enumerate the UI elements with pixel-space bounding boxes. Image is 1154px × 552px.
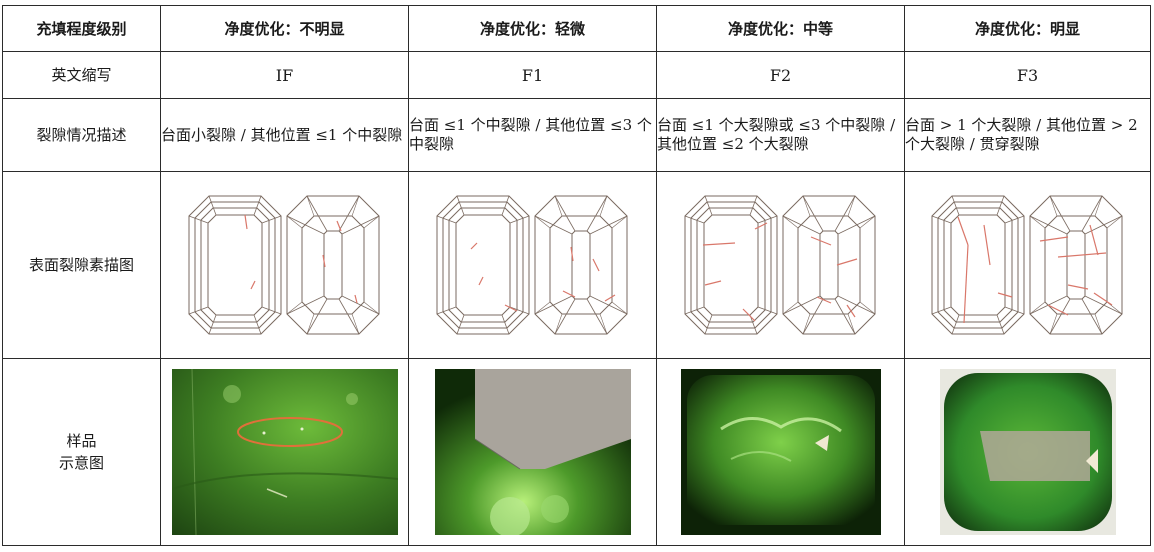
sketch-cell-f2 — [656, 171, 905, 359]
crack-line — [1093, 292, 1112, 306]
photo-cell-f1 — [408, 358, 657, 546]
sample-photo-if — [171, 369, 398, 535]
photo-cell-f3 — [904, 358, 1151, 546]
sample-label-line1: 样品 — [66, 432, 97, 450]
crown-outline — [684, 195, 777, 335]
pavilion-outline — [1029, 195, 1122, 335]
crack-line — [477, 276, 484, 286]
sample-row: 样品 示意图 — [2, 358, 1151, 546]
filling-grade-table: 充填程度级别 净度优化：不明显 净度优化：轻微 净度优化：中等 净度优化：明显 … — [2, 5, 1151, 546]
crack-line — [1047, 304, 1068, 316]
sketch-cell-f1 — [408, 171, 657, 359]
culet-line — [1066, 230, 1085, 300]
crack-line — [249, 280, 256, 290]
header-row: 充填程度级别 净度优化：不明显 净度优化：轻微 净度优化：中等 净度优化：明显 — [2, 5, 1151, 52]
crack-line — [1057, 252, 1106, 258]
crown-outline — [188, 195, 281, 335]
pavilion-outline — [286, 195, 379, 335]
crack-line — [569, 246, 574, 262]
desc-row: 裂隙情况描述 台面小裂隙 / 其他位置 ≤1 个中裂隙 台面 ≤1 个中裂隙 /… — [2, 98, 1151, 172]
header-col-if: 净度优化：不明显 — [160, 5, 409, 52]
sketch-if — [188, 195, 379, 335]
table-facet — [207, 214, 262, 316]
crack-line — [997, 292, 1012, 298]
sample-photo-f3 — [939, 369, 1116, 535]
table-facet — [950, 214, 1005, 316]
culet-line — [323, 230, 342, 300]
sketch-cell-f3 — [904, 171, 1151, 359]
crack-line — [836, 258, 857, 266]
sample-photo-f1 — [434, 369, 631, 535]
crack-line — [704, 280, 721, 286]
abbr-label: 英文缩写 — [2, 51, 161, 99]
crack-line — [591, 258, 600, 272]
inclusion-ellipse — [236, 417, 343, 447]
crack-line — [816, 296, 831, 304]
pavilion-outline — [534, 195, 627, 335]
photo-cell-if — [160, 358, 409, 546]
sample-photo-f2 — [680, 369, 881, 535]
crown-outline — [931, 195, 1024, 335]
crack-line — [243, 214, 248, 230]
photo-cell-f2 — [656, 358, 905, 546]
crown-outline — [436, 195, 529, 335]
crack-line — [1088, 224, 1099, 256]
crack-line — [962, 244, 969, 324]
abbr-f3: F3 — [904, 51, 1151, 99]
crack-line — [982, 224, 991, 266]
sample-label: 样品 示意图 — [2, 358, 161, 546]
abbr-if: IF — [160, 51, 409, 99]
desc-label: 裂隙情况描述 — [2, 98, 161, 172]
desc-f1: 台面 ≤1 个中裂隙 / 其他位置 ≤3 个中裂隙 — [408, 98, 657, 172]
abbr-row: 英文缩写 IF F1 F2 F3 — [2, 51, 1151, 99]
crack-line — [956, 216, 969, 246]
header-col-f1: 净度优化：轻微 — [408, 5, 657, 52]
table-facet — [703, 214, 758, 316]
crack-line — [1067, 284, 1088, 290]
table-facet — [455, 214, 510, 316]
crack-line — [562, 290, 575, 298]
desc-if: 台面小裂隙 / 其他位置 ≤1 个中裂隙 — [160, 98, 409, 172]
crack-line — [702, 242, 735, 246]
desc-f2: 台面 ≤1 个大裂隙或 ≤3 个中裂隙 / 其他位置 ≤2 个大裂隙 — [656, 98, 905, 172]
crack-line — [1039, 236, 1068, 242]
sketch-f1 — [436, 195, 627, 335]
sketch-f3 — [931, 195, 1122, 335]
header-col-f3: 净度优化：明显 — [904, 5, 1151, 52]
sample-label-line2: 示意图 — [58, 454, 104, 472]
abbr-f2: F2 — [656, 51, 905, 99]
sketch-cell-if — [160, 171, 409, 359]
crack-line — [742, 308, 755, 322]
crack-line — [846, 304, 855, 318]
crack-line — [321, 254, 326, 268]
sketch-f2 — [684, 195, 875, 335]
crack-line — [604, 294, 615, 302]
abbr-f1: F1 — [408, 51, 657, 99]
pavilion-outline — [782, 195, 875, 335]
crack-line — [335, 220, 342, 232]
crack-line — [470, 242, 477, 250]
header-grade-level: 充填程度级别 — [2, 5, 161, 52]
sketch-label: 表面裂隙素描图 — [2, 171, 161, 359]
crack-line — [754, 222, 767, 230]
crack-line — [810, 236, 831, 246]
sketch-row: 表面裂隙素描图 — [2, 171, 1151, 359]
crack-line — [504, 304, 517, 312]
header-col-f2: 净度优化：中等 — [656, 5, 905, 52]
desc-f3: 台面 > 1 个大裂隙 / 其他位置 > 2 个大裂隙 / 贯穿裂隙 — [904, 98, 1151, 172]
crack-line — [353, 294, 358, 304]
culet-line — [571, 230, 590, 300]
